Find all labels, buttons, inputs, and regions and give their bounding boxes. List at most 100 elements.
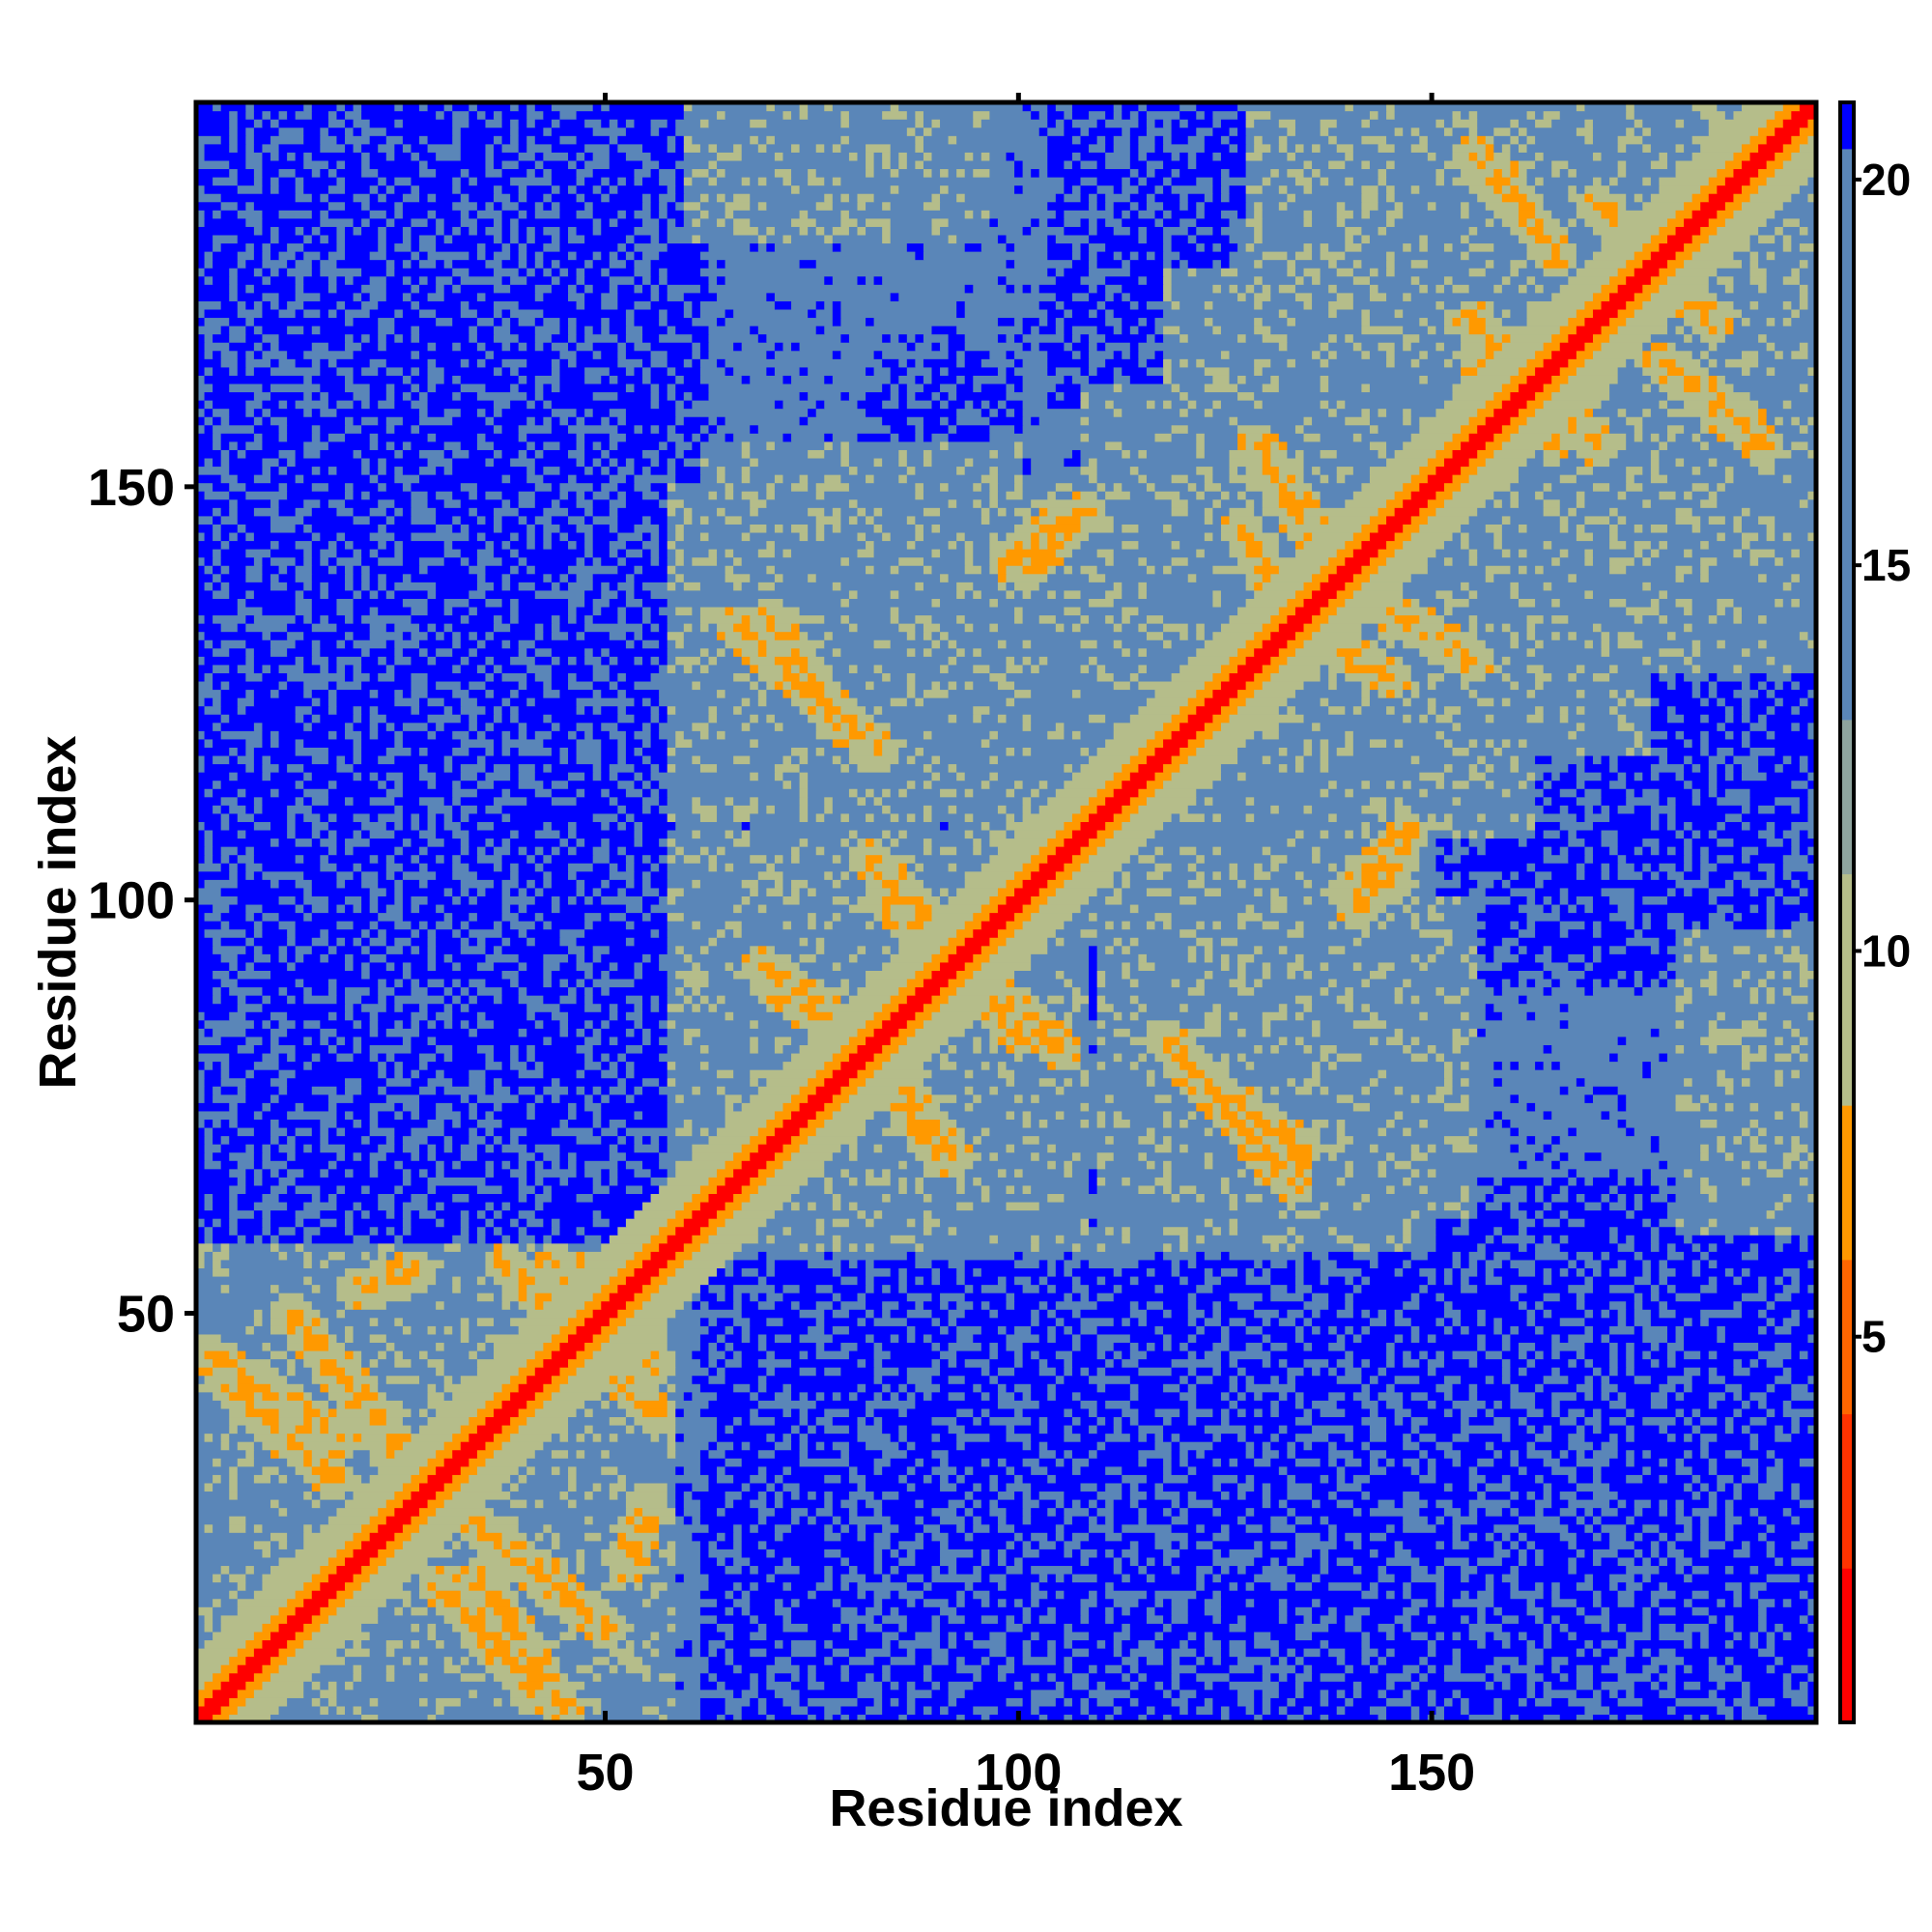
heatmap-cell [237, 1705, 280, 1716]
heatmap-cell [1071, 1647, 1090, 1658]
heatmap-cell [436, 1565, 445, 1575]
heatmap-cell [1443, 1482, 1454, 1492]
heatmap-cell [1089, 1284, 1115, 1293]
heatmap-cell [1171, 1465, 1189, 1475]
heatmap-cell [601, 1465, 618, 1475]
heatmap-cell [1187, 1614, 1213, 1624]
heatmap-cell [609, 1656, 618, 1665]
heatmap-cell [1345, 1275, 1354, 1286]
heatmap-cell [931, 1647, 950, 1658]
heatmap-cell [551, 1656, 561, 1665]
heatmap-cell [1229, 1664, 1255, 1674]
heatmap-cell [791, 1656, 825, 1665]
heatmap-cell [1741, 1391, 1751, 1401]
heatmap-cell [1535, 1598, 1552, 1607]
heatmap-cell [295, 1242, 304, 1252]
heatmap-cell [898, 1391, 908, 1401]
heatmap-cell [906, 1267, 933, 1277]
heatmap-cell [1733, 1631, 1743, 1641]
heatmap-cell [1807, 1573, 1817, 1583]
heatmap-cell [411, 1623, 420, 1633]
heatmap-cell [1303, 1556, 1321, 1567]
heatmap-cell [1659, 1474, 1668, 1484]
heatmap-cell [1403, 1498, 1429, 1509]
heatmap-cell [1254, 1631, 1271, 1641]
heatmap-cell [287, 1697, 313, 1707]
heatmap-cell [750, 1293, 759, 1302]
heatmap-cell [1543, 1623, 1552, 1633]
heatmap-cell [1146, 1433, 1156, 1442]
heatmap-cell [634, 1581, 643, 1591]
heatmap-cell [1584, 1275, 1594, 1286]
heatmap-cell [213, 1358, 239, 1368]
heatmap-cell [443, 1498, 487, 1509]
heatmap-cell [353, 1300, 362, 1310]
heatmap-cell [1080, 1325, 1098, 1335]
heatmap-cell [476, 1350, 495, 1360]
heatmap-cell [1807, 1623, 1817, 1633]
heatmap-cell [866, 1259, 875, 1269]
heatmap-cell [369, 1647, 387, 1658]
heatmap-cell [882, 1391, 892, 1401]
heatmap-cell [1659, 1681, 1668, 1690]
heatmap-cell [1535, 1300, 1545, 1310]
heatmap-cell [1775, 1548, 1817, 1558]
heatmap-cell [1179, 1391, 1197, 1401]
heatmap-cell [1320, 1407, 1346, 1418]
heatmap-cell [1122, 1573, 1131, 1583]
heatmap-cell [1113, 1639, 1122, 1649]
heatmap-cell [1096, 1350, 1106, 1360]
heatmap-cell [750, 1498, 767, 1509]
heatmap-cell [1047, 1325, 1057, 1335]
heatmap-cell [1684, 1623, 1710, 1633]
heatmap-cell [667, 1556, 676, 1567]
heatmap-cell [1196, 1565, 1213, 1575]
heatmap-cell [1014, 1251, 1024, 1261]
heatmap-cell [1568, 1623, 1603, 1633]
heatmap-cell [1659, 1275, 1668, 1286]
heatmap-cell [378, 1697, 420, 1707]
heatmap-cell [378, 1565, 437, 1575]
heatmap-cell [452, 1532, 462, 1542]
heatmap-cell [1278, 1317, 1296, 1326]
heatmap-cell [625, 1275, 652, 1286]
heatmap-cell [1071, 1358, 1106, 1368]
heatmap-cell [295, 1590, 313, 1600]
heatmap-cell [1461, 1647, 1528, 1658]
heatmap-cell [476, 1293, 495, 1302]
heatmap-cell [1559, 1367, 1594, 1377]
heatmap-cell [1634, 1681, 1652, 1690]
heatmap-cell [229, 1251, 280, 1261]
heatmap-cell [1741, 1449, 1768, 1459]
heatmap-cell [750, 1606, 776, 1616]
heatmap-cell [766, 1482, 776, 1492]
heatmap-cell [327, 1416, 371, 1426]
heatmap-cell [378, 1242, 395, 1252]
heatmap-cell [1361, 1367, 1379, 1377]
heatmap-cell [1089, 1516, 1098, 1525]
heatmap-cell [534, 1293, 553, 1302]
heatmap-cell [369, 1449, 387, 1459]
heatmap-cell [1791, 1293, 1817, 1302]
heatmap-cell [973, 1407, 982, 1418]
heatmap-cell [824, 1639, 834, 1649]
heatmap-cell [1006, 1614, 1015, 1624]
heatmap-cell [270, 1614, 288, 1624]
heatmap-cell [708, 1275, 759, 1286]
heatmap-cell [1229, 1532, 1296, 1542]
heatmap-cell [311, 1491, 321, 1500]
heatmap-cell [1666, 1275, 1710, 1286]
heatmap-cell [1749, 1697, 1759, 1707]
heatmap-cell [534, 1465, 553, 1475]
heatmap-cell [237, 1647, 255, 1658]
heatmap-cell [1163, 1251, 1197, 1261]
heatmap-cell [270, 1342, 288, 1351]
heatmap-cell [327, 1383, 346, 1393]
heatmap-cell [443, 1614, 462, 1624]
heatmap-cell [510, 1317, 569, 1326]
heatmap-cell [717, 1714, 726, 1723]
heatmap-cell [997, 1598, 1008, 1607]
heatmap-cell [1543, 1275, 1552, 1286]
heatmap-cell [592, 1350, 652, 1360]
heatmap-cell [237, 1491, 304, 1500]
